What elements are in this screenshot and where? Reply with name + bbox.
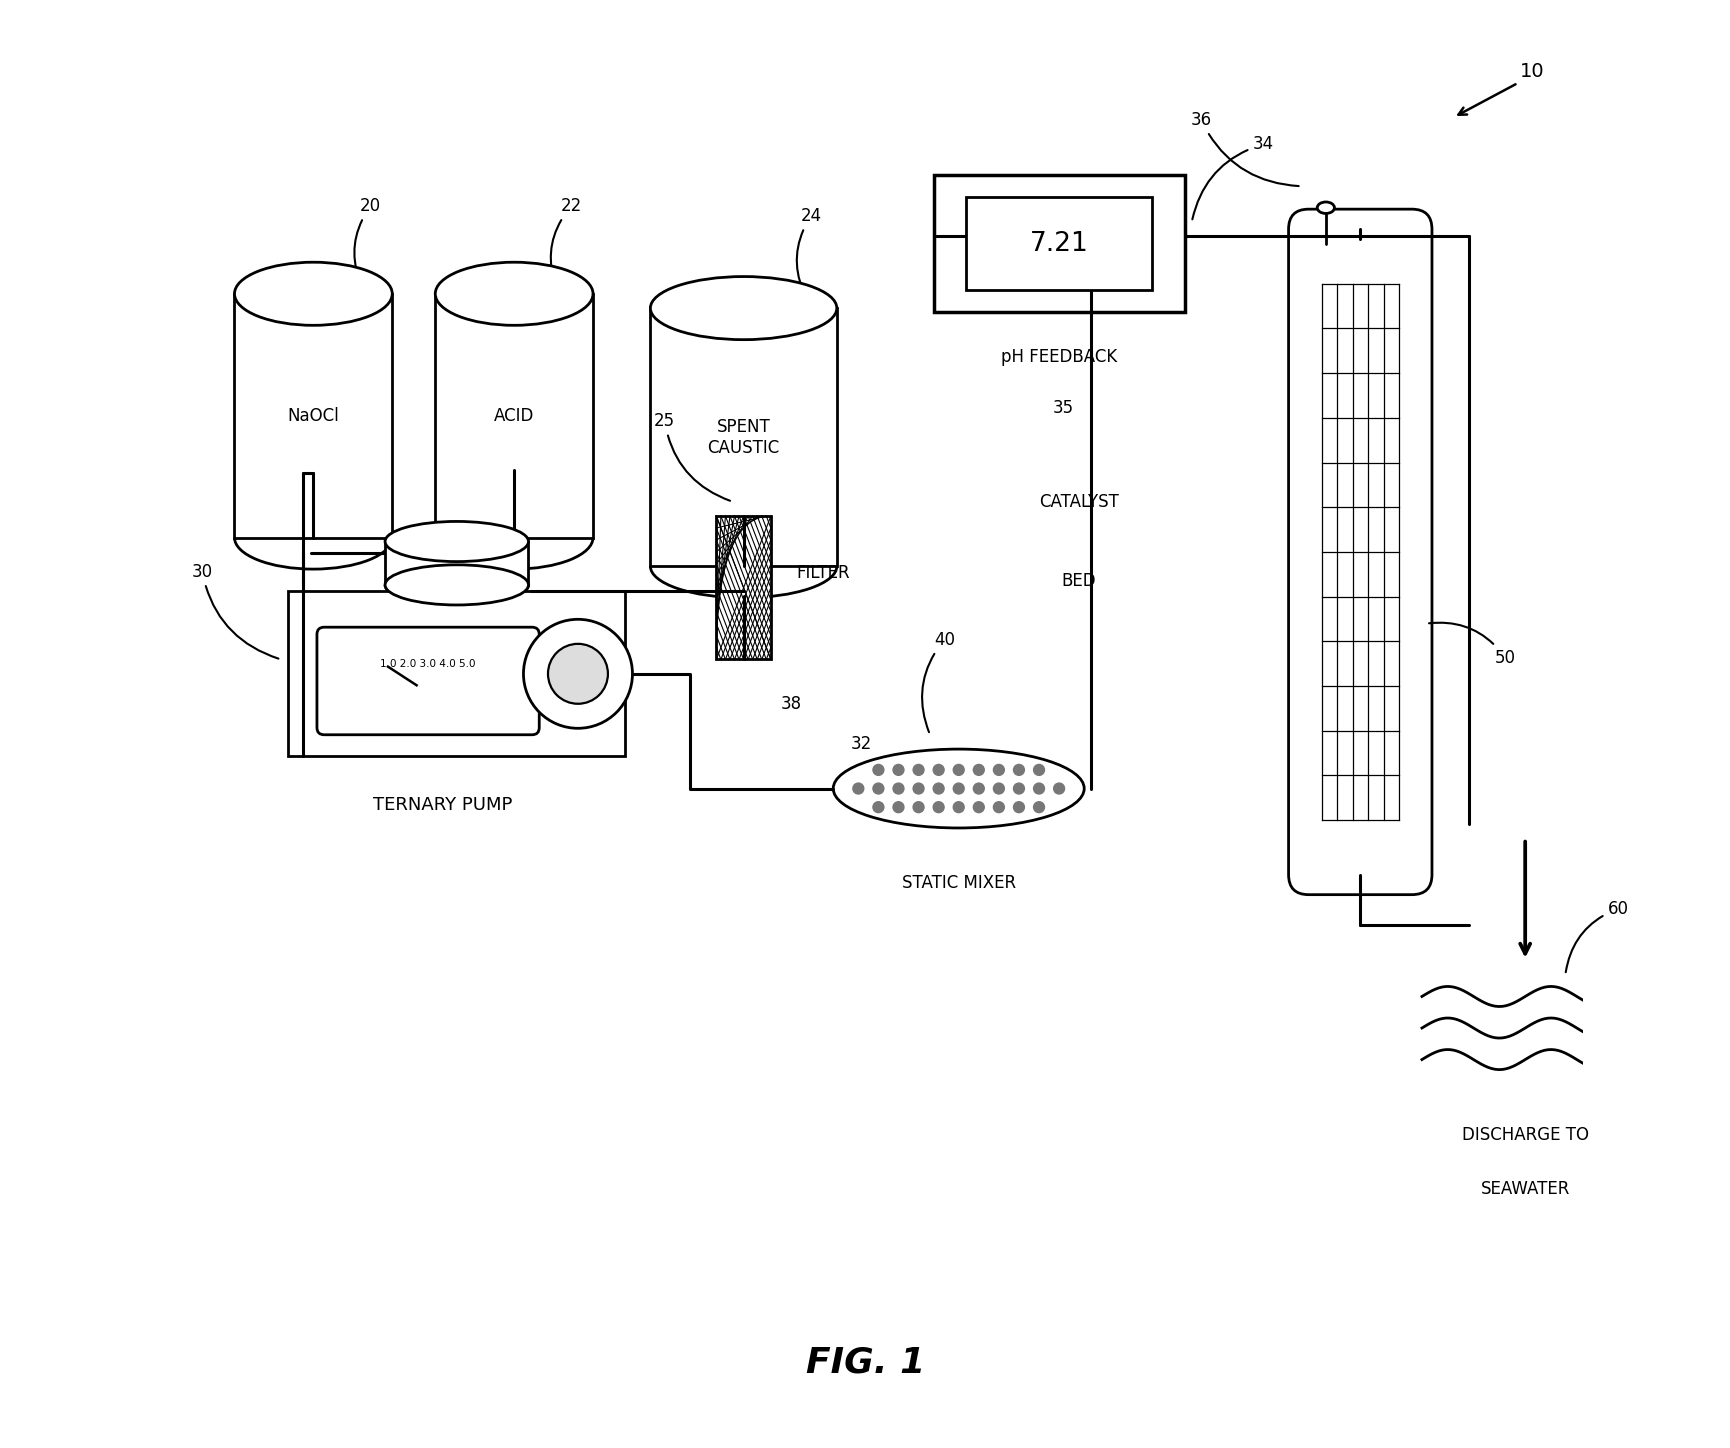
Circle shape — [913, 765, 924, 775]
Text: 35: 35 — [1052, 400, 1074, 417]
Circle shape — [953, 765, 964, 775]
Text: BED: BED — [1060, 572, 1095, 589]
Circle shape — [913, 783, 924, 794]
Polygon shape — [234, 294, 393, 537]
Polygon shape — [434, 294, 593, 537]
Circle shape — [993, 783, 1003, 794]
Ellipse shape — [384, 521, 528, 562]
Circle shape — [872, 783, 884, 794]
Text: 60: 60 — [1566, 899, 1628, 972]
Text: SEAWATER: SEAWATER — [1479, 1180, 1569, 1197]
FancyBboxPatch shape — [289, 591, 625, 756]
Text: FIG. 1: FIG. 1 — [806, 1345, 924, 1378]
Circle shape — [853, 783, 863, 794]
Text: 7.21: 7.21 — [1029, 230, 1088, 256]
Text: 25: 25 — [654, 413, 730, 501]
Circle shape — [993, 802, 1003, 812]
Ellipse shape — [1317, 201, 1334, 213]
Text: 20: 20 — [355, 197, 381, 287]
Text: 50: 50 — [1429, 623, 1515, 666]
Text: 36: 36 — [1190, 111, 1298, 185]
FancyBboxPatch shape — [932, 175, 1183, 311]
Text: TERNARY PUMP: TERNARY PUMP — [372, 796, 512, 814]
Text: DISCHARGE TO: DISCHARGE TO — [1460, 1125, 1588, 1144]
Circle shape — [913, 802, 924, 812]
Circle shape — [972, 783, 984, 794]
Circle shape — [893, 783, 903, 794]
Circle shape — [1012, 802, 1024, 812]
Text: 24: 24 — [796, 207, 822, 298]
Circle shape — [953, 783, 964, 794]
Circle shape — [548, 644, 607, 704]
Circle shape — [932, 802, 943, 812]
Text: STATIC MIXER: STATIC MIXER — [901, 873, 1016, 892]
Text: 34: 34 — [1192, 135, 1273, 219]
Circle shape — [872, 765, 884, 775]
Ellipse shape — [832, 749, 1083, 828]
Ellipse shape — [384, 565, 528, 605]
Circle shape — [1012, 783, 1024, 794]
Circle shape — [1033, 802, 1043, 812]
Text: 10: 10 — [1519, 62, 1543, 81]
FancyBboxPatch shape — [965, 197, 1152, 290]
Circle shape — [972, 802, 984, 812]
Circle shape — [893, 802, 903, 812]
Circle shape — [972, 765, 984, 775]
Text: SPENT
CAUSTIC: SPENT CAUSTIC — [708, 418, 778, 456]
Circle shape — [993, 765, 1003, 775]
Circle shape — [932, 765, 943, 775]
Text: ACID: ACID — [493, 407, 535, 424]
Ellipse shape — [434, 262, 593, 326]
Circle shape — [953, 802, 964, 812]
FancyBboxPatch shape — [716, 515, 770, 659]
Circle shape — [1054, 783, 1064, 794]
Text: 1.0 2.0 3.0 4.0 5.0: 1.0 2.0 3.0 4.0 5.0 — [381, 659, 476, 669]
FancyBboxPatch shape — [317, 627, 540, 734]
Text: NaOCl: NaOCl — [287, 407, 339, 424]
Circle shape — [872, 802, 884, 812]
Circle shape — [893, 765, 903, 775]
Text: 22: 22 — [550, 197, 581, 287]
Text: CATALYST: CATALYST — [1038, 492, 1119, 511]
Circle shape — [522, 620, 631, 728]
Polygon shape — [650, 308, 836, 566]
Text: 30: 30 — [192, 563, 279, 659]
Text: 32: 32 — [849, 734, 872, 753]
Circle shape — [1033, 783, 1043, 794]
Text: pH FEEDBACK: pH FEEDBACK — [1000, 348, 1116, 365]
FancyBboxPatch shape — [1287, 209, 1431, 895]
Polygon shape — [384, 542, 528, 585]
Text: FILTER: FILTER — [796, 565, 849, 582]
Circle shape — [1033, 765, 1043, 775]
Circle shape — [1012, 765, 1024, 775]
Ellipse shape — [234, 262, 393, 326]
Text: 40: 40 — [922, 631, 955, 733]
Ellipse shape — [650, 277, 836, 340]
Text: 38: 38 — [780, 695, 801, 714]
Circle shape — [932, 783, 943, 794]
